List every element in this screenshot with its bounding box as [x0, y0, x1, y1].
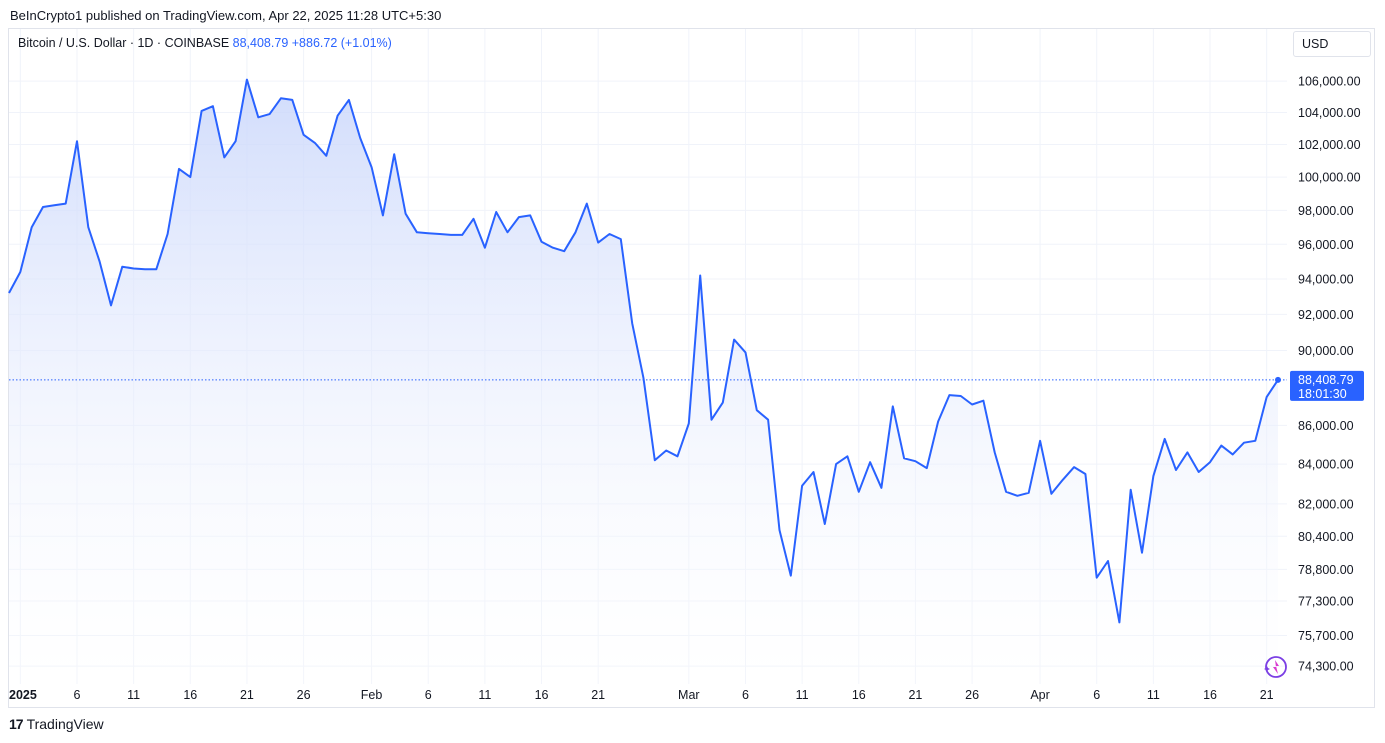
price-tick-label: 77,300.00 — [1298, 595, 1354, 609]
time-axis[interactable]: 2025 6 11 16 21 26 Feb 6 11 16 21 Mar 6 11 16 21 26 Apr 6 1… — [9, 688, 1274, 702]
publisher-line: BeInCrypto1 published on TradingView.com… — [10, 8, 442, 23]
time-tick-label: 6 — [425, 688, 432, 702]
time-tick-label: 11 — [1147, 688, 1160, 702]
time-tick-label: 11 — [127, 688, 140, 702]
legend-price: 88,408.79 — [232, 36, 289, 50]
price-tick-label: 82,000.00 — [1298, 497, 1354, 511]
price-tick-label: 102,000.00 — [1298, 138, 1361, 152]
price-tick-label: 100,000.00 — [1298, 171, 1361, 185]
time-tick-label: 26 — [965, 688, 979, 702]
time-tick-label: Mar — [678, 688, 700, 702]
time-tick-label: 26 — [297, 688, 311, 702]
tradingview-logo[interactable]: 17 TradingView — [9, 716, 104, 732]
time-tick-label: 21 — [591, 688, 605, 702]
currency-selector[interactable]: USD — [1293, 31, 1371, 57]
time-tick-label: 21 — [240, 688, 254, 702]
time-tick-label: 6 — [1093, 688, 1100, 702]
time-tick-label: Apr — [1030, 688, 1049, 702]
legend-change: +886.72 (+1.01%) — [291, 36, 392, 50]
time-tick-label: 6 — [742, 688, 749, 702]
price-tick-label: 84,000.00 — [1298, 458, 1354, 472]
time-tick-label: 16 — [852, 688, 866, 702]
brand-name: TradingView — [26, 716, 104, 732]
time-tick-label: 6 — [74, 688, 81, 702]
ai-sparkle-icon[interactable] — [1264, 656, 1287, 678]
time-tick-label: 16 — [535, 688, 549, 702]
price-tick-label: 86,000.00 — [1298, 419, 1354, 433]
time-tick-label: 2025 — [9, 688, 37, 702]
last-price-dot — [1275, 376, 1281, 383]
price-tick-label: 104,000.00 — [1298, 106, 1361, 120]
time-tick-label: 16 — [183, 688, 197, 702]
time-tick-label: 11 — [796, 688, 809, 702]
tradingview-logo-icon: 17 — [9, 716, 24, 732]
price-tick-label: 96,000.00 — [1298, 238, 1354, 252]
time-tick-label: 21 — [1260, 688, 1274, 702]
price-tick-label: 90,000.00 — [1298, 344, 1354, 358]
symbol-title: Bitcoin / U.S. Dollar · 1D · COINBASE — [18, 36, 230, 50]
time-tick-label: 21 — [908, 688, 922, 702]
price-tick-label: 74,300.00 — [1298, 660, 1354, 674]
price-tick-label: 94,000.00 — [1298, 272, 1354, 286]
price-line[interactable] — [8, 78, 1279, 624]
price-axis[interactable]: 106,000.00 104,000.00 102,000.00 100,000.00… — [1298, 75, 1361, 674]
time-tick-label: 11 — [478, 688, 491, 702]
price-tick-label: 92,000.00 — [1298, 308, 1354, 322]
time-tick-label: Feb — [361, 688, 383, 702]
symbol-legend[interactable]: Bitcoin / U.S. Dollar · 1D · COINBASE 88… — [18, 36, 392, 50]
bar-countdown-label: 18:01:30 — [1298, 387, 1347, 401]
last-price-tag: 88,408.79 18:01:30 — [1290, 370, 1364, 401]
price-tick-label: 98,000.00 — [1298, 204, 1354, 218]
time-tick-label: 16 — [1203, 688, 1217, 702]
price-tick-label: 80,400.00 — [1298, 530, 1354, 544]
price-tick-label: 106,000.00 — [1298, 75, 1361, 89]
last-price-label: 88,408.79 — [1298, 373, 1354, 387]
price-tick-label: 78,800.00 — [1298, 563, 1354, 577]
price-tick-label: 75,700.00 — [1298, 629, 1354, 643]
